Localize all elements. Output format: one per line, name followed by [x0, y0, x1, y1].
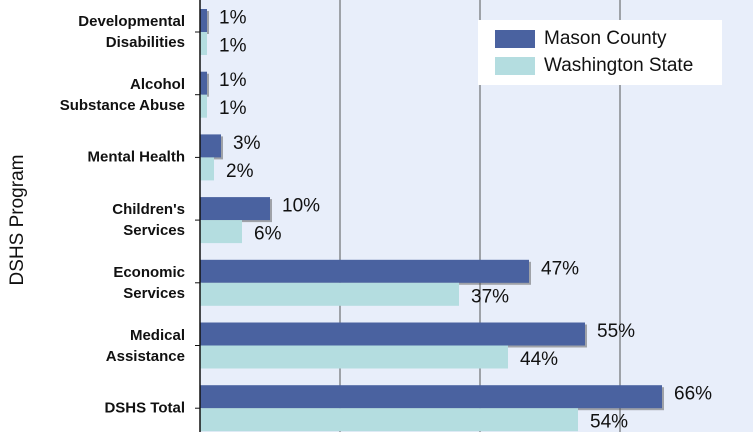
y-tick-label: DSHS Total [104, 399, 185, 417]
value-label: 66% [674, 384, 712, 405]
y-tick-label: Children's Services [112, 201, 185, 240]
bar [200, 259, 529, 283]
legend-swatch [495, 30, 535, 48]
legend-label: Washington State [544, 55, 693, 76]
value-label: 1% [219, 8, 247, 29]
value-label: 1% [219, 36, 247, 57]
bar [200, 134, 221, 158]
y-tick-label: Mental Health [87, 148, 185, 166]
bar [200, 197, 270, 221]
bar [200, 9, 207, 32]
value-label: 55% [597, 321, 635, 342]
value-label: 2% [226, 161, 254, 182]
value-label: 47% [541, 258, 579, 279]
legend-label: Mason County [544, 28, 667, 49]
value-label: 3% [233, 133, 261, 154]
bar [200, 157, 214, 181]
value-label: 6% [254, 224, 282, 245]
bar [200, 385, 662, 409]
y-tick-label: Economic Services [113, 263, 185, 302]
bar [200, 94, 207, 118]
y-tick-label: Medical Assistance [105, 326, 185, 365]
y-tick-label: Alcohol Substance Abuse [59, 75, 185, 114]
legend-swatch [495, 57, 535, 75]
bar [200, 220, 242, 244]
value-label: 44% [520, 349, 558, 370]
value-label: 1% [219, 70, 247, 91]
value-label: 37% [471, 286, 509, 307]
bar [200, 32, 207, 55]
value-label: 54% [590, 412, 628, 432]
value-label: 10% [282, 196, 320, 217]
value-label: 1% [219, 98, 247, 119]
bar [200, 408, 578, 432]
y-axis-title: DSHS Program [7, 155, 28, 286]
bar [200, 322, 585, 346]
bar [200, 282, 459, 306]
bar [200, 71, 207, 95]
y-tick-label: Developmental Disabilities [78, 13, 185, 51]
bar [200, 345, 508, 369]
